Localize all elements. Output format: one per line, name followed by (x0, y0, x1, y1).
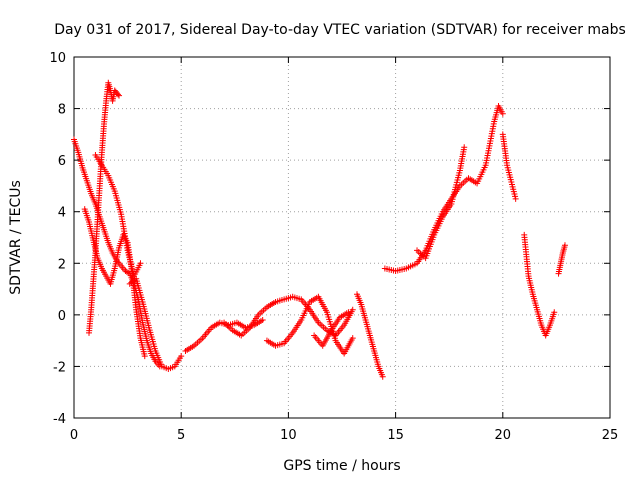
data-point (114, 91, 121, 98)
x-tick-label: 15 (387, 428, 404, 443)
data-point (379, 373, 386, 380)
y-tick-label: -4 (53, 412, 66, 427)
x-tick-label: 20 (495, 428, 512, 443)
data-point (137, 260, 144, 267)
x-tick-label: 5 (177, 428, 185, 443)
y-tick-label: 2 (58, 257, 66, 272)
chart-title: Day 031 of 2017, Sidereal Day-to-day VTE… (54, 22, 626, 38)
grid (74, 57, 610, 418)
data-point (561, 242, 568, 249)
data-point (349, 306, 356, 313)
data-point (349, 335, 356, 342)
data-point (259, 317, 266, 324)
data-point (512, 195, 519, 202)
y-tick-label: 10 (49, 51, 66, 66)
data-point (551, 309, 558, 316)
axis-ticks: 0 5 10 15 20 25 -4 -2 0 2 4 6 8 10 (49, 51, 618, 443)
data-point (178, 353, 185, 360)
data-point (141, 353, 148, 360)
y-tick-label: 0 (58, 309, 66, 324)
data-points (71, 79, 568, 380)
y-tick-label: 8 (58, 103, 66, 118)
plot-frame (73, 56, 611, 419)
y-axis-label: SDTVAR / TECUs (8, 180, 24, 295)
y-tick-label: 6 (58, 154, 66, 169)
data-point (116, 92, 123, 99)
y-tick-label: -2 (53, 360, 66, 375)
y-tick-label: 4 (58, 206, 66, 221)
data-point (461, 144, 468, 151)
data-point (499, 110, 506, 117)
data-point (345, 309, 352, 316)
x-tick-label: 10 (280, 428, 297, 443)
x-axis-label: GPS time / hours (283, 458, 400, 474)
x-tick-label: 0 (70, 428, 78, 443)
x-tick-label: 25 (602, 428, 619, 443)
